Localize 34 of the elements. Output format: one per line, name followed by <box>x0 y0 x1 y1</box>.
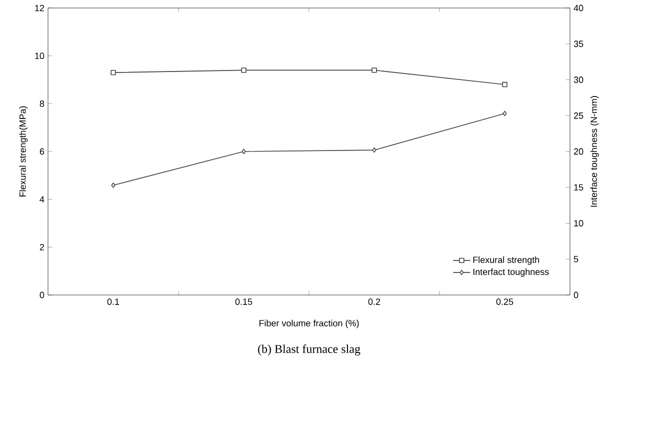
legend-label: Interfact toughness <box>473 268 549 277</box>
y2-tick-label: 40 <box>574 4 584 12</box>
y-tick-label: 0 <box>40 292 44 298</box>
y-axis-title: Flexural strength(MPa) <box>19 106 28 197</box>
y2-tick-label: 30 <box>574 76 584 83</box>
y2-tick-label: 0 <box>574 292 578 298</box>
y-tick-label: 10 <box>35 52 44 60</box>
text: (b) Blast furnace slag <box>258 344 360 356</box>
y-tick-label: 4 <box>40 196 44 202</box>
point <box>502 82 508 88</box>
x-tick-label: 0.1 <box>107 298 120 305</box>
x-tick-label: 0.15 <box>235 298 252 305</box>
point <box>241 68 246 73</box>
point <box>110 70 116 76</box>
point <box>502 110 507 116</box>
y2-axis-title: Interface toughness (N-mm) <box>590 96 599 207</box>
x-tick-label: 0.25 <box>496 298 514 305</box>
point <box>242 148 246 154</box>
y2-tick-label: 25 <box>574 112 584 119</box>
y-tick-label: 2 <box>40 244 44 250</box>
point <box>372 68 377 73</box>
y2-tick-label: 35 <box>574 40 584 48</box>
y2-tick-label: 20 <box>574 148 584 155</box>
x-axis-title: Fiber volume fraction (%) <box>259 320 359 328</box>
y2-tick-label: 5 <box>574 256 578 262</box>
legend-label: Flexural strength <box>473 256 540 265</box>
point <box>111 182 116 188</box>
x-tick-label: 0.2 <box>368 298 380 305</box>
y-tick-label: 12 <box>35 4 44 12</box>
y-tick-label: 6 <box>40 148 44 155</box>
y2-tick-label: 15 <box>574 184 584 191</box>
y2-tick-label: 10 <box>574 220 584 226</box>
y-tick-label: 8 <box>40 100 44 107</box>
point <box>372 147 376 153</box>
